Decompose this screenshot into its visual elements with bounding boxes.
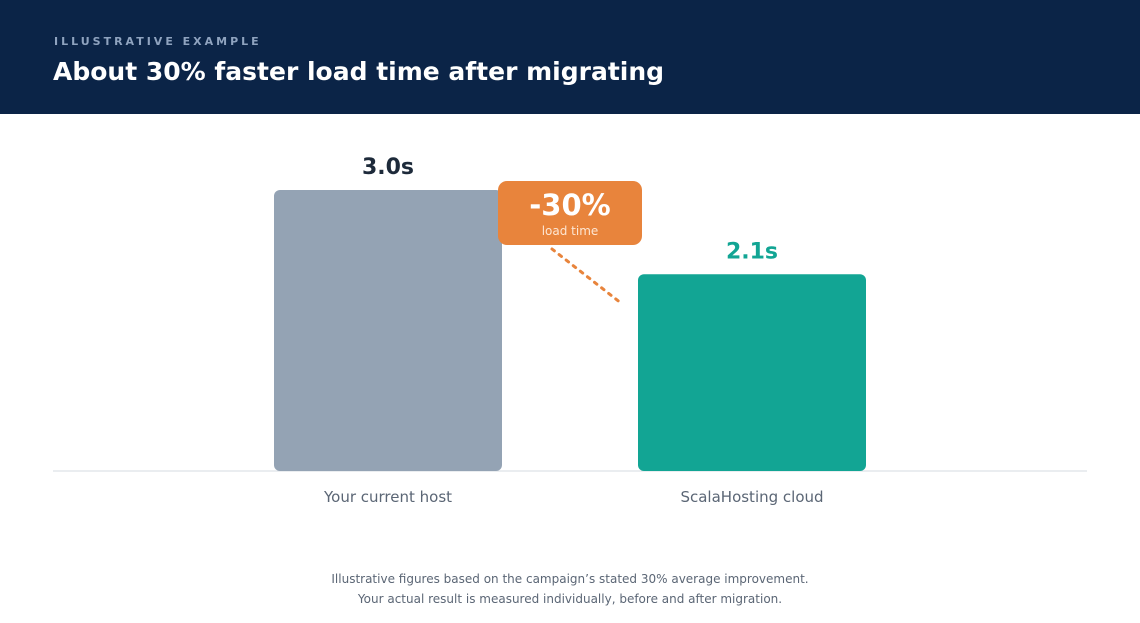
annotation-connector bbox=[550, 247, 622, 304]
bar-1 bbox=[638, 274, 866, 471]
annotation-sublabel: load time bbox=[542, 224, 599, 238]
annotation-value: -30% bbox=[529, 188, 610, 222]
page-title: About 30% faster load time after migrati… bbox=[53, 57, 665, 86]
footnote-line-2: Your actual result is measured individua… bbox=[357, 592, 783, 606]
bar-0 bbox=[274, 190, 502, 471]
footnote-line-1: Illustrative figures based on the campai… bbox=[331, 572, 809, 586]
annotation-badge bbox=[498, 181, 642, 245]
bar-chart: 3.0s Your current host 2.1s ScalaHosting cl… bbox=[53, 155, 1087, 506]
header-banner: ILLUSTRATIVE EXAMPLE About 30% faster lo… bbox=[0, 0, 1140, 114]
bar-value-label-0: 3.0s bbox=[362, 155, 414, 180]
eyebrow-label: ILLUSTRATIVE EXAMPLE bbox=[54, 35, 262, 48]
category-label-0: Your current host bbox=[323, 488, 452, 506]
category-label-1: ScalaHosting cloud bbox=[680, 488, 823, 506]
bar-value-label-1: 2.1s bbox=[726, 239, 778, 264]
